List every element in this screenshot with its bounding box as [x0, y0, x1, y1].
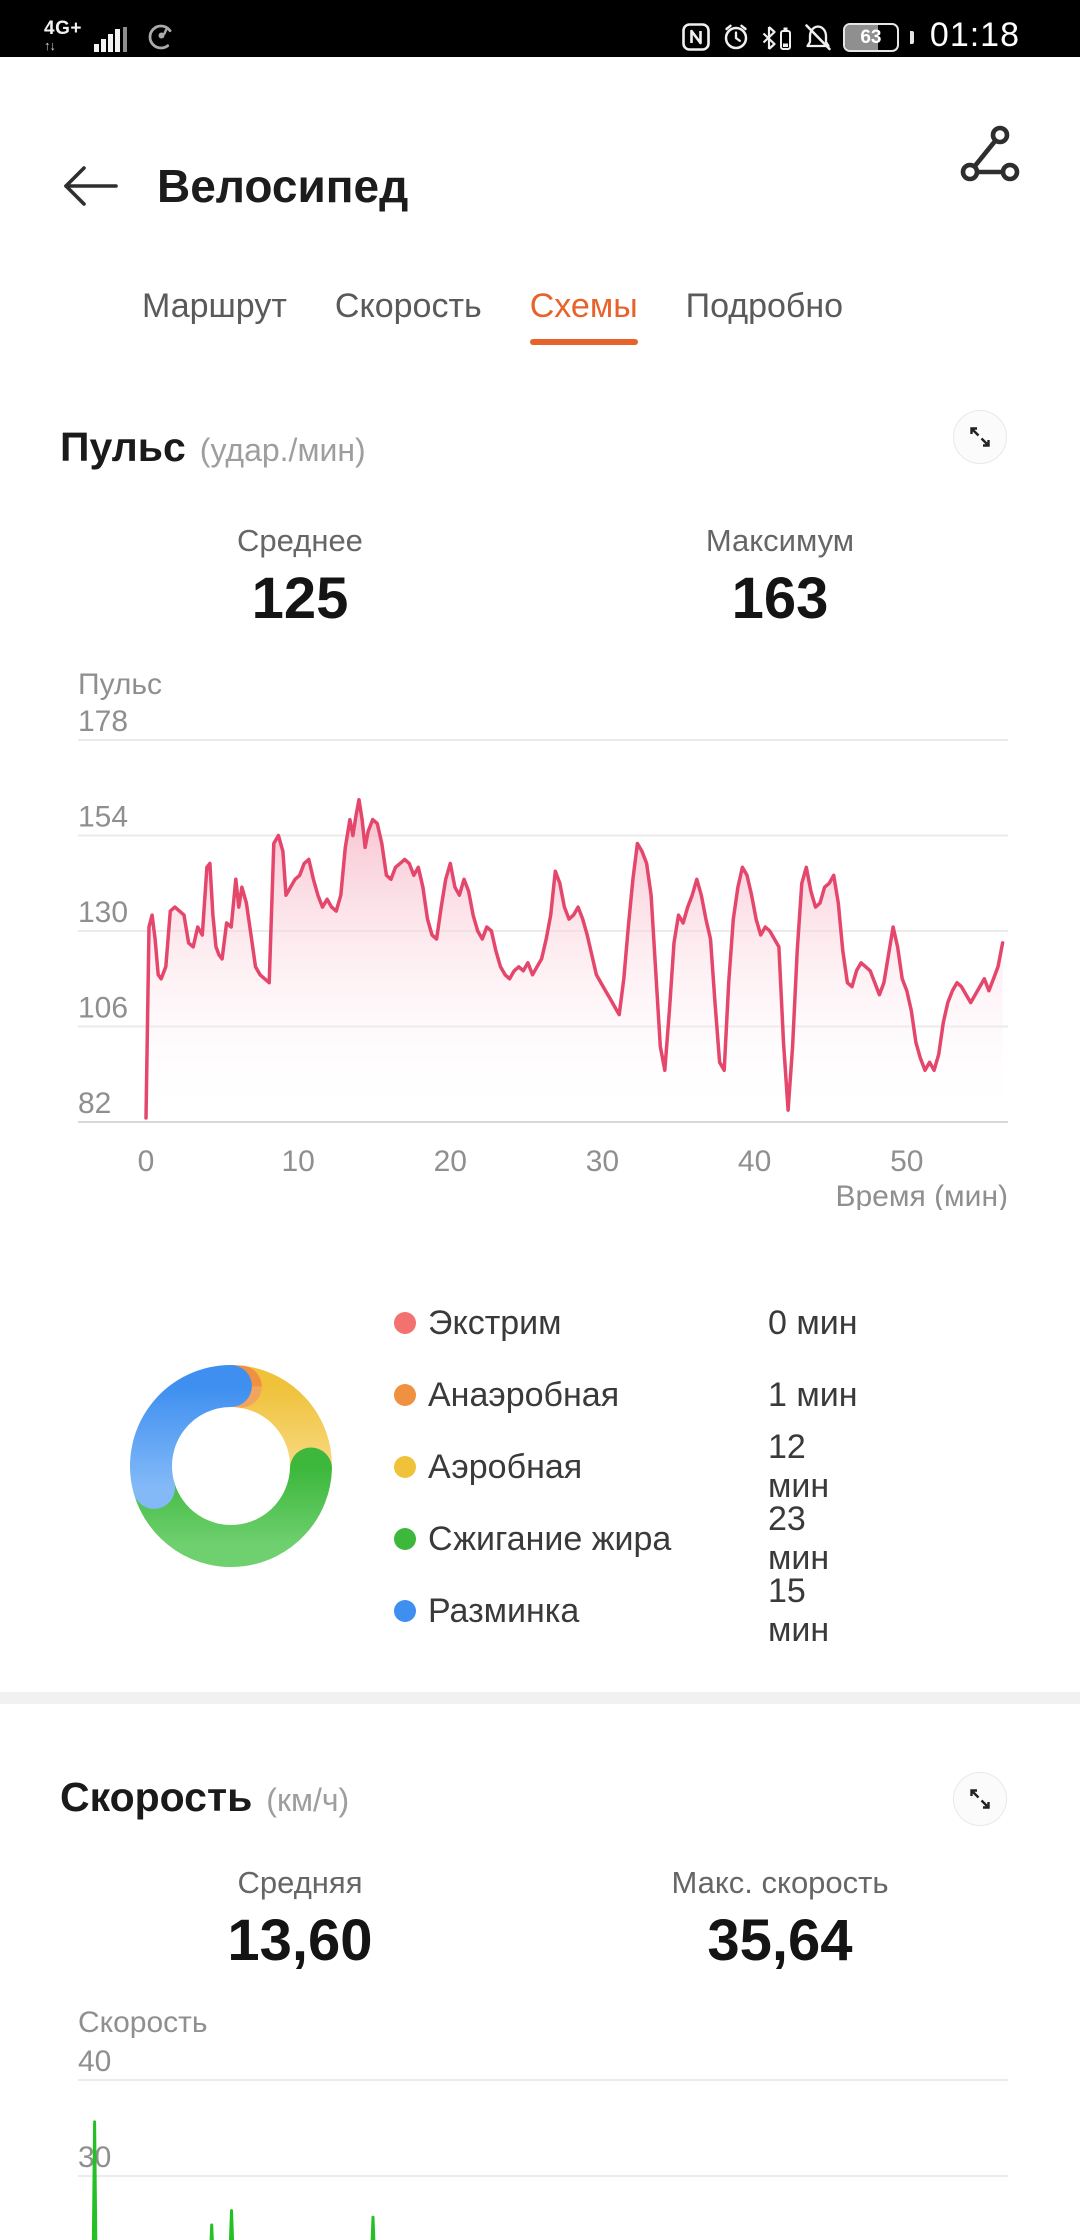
zone-anaerobic-dot-icon [394, 1384, 416, 1406]
pulse-stats-row: Среднее 125 Максимум 163 [60, 522, 1020, 632]
tab-charts-label: Схемы [529, 287, 638, 325]
zone-extreme-value: 0 мин [768, 1303, 858, 1342]
zone-aerobic-value: 12 мин [768, 1428, 830, 1505]
zone-aerobic-dot-icon [394, 1456, 416, 1478]
battery-fill-level [844, 25, 878, 50]
svg-text:154: 154 [78, 801, 128, 834]
share-route-button[interactable] [956, 122, 1024, 190]
back-button[interactable] [60, 160, 120, 212]
zone-fat-burn-value: 23 мин [768, 1500, 830, 1577]
sound-muted-icon [805, 24, 831, 51]
pulse-section-unit: (удар./мин) [199, 432, 366, 468]
tab-speed[interactable]: Скорость [335, 286, 482, 345]
nfc-icon [682, 23, 710, 51]
tab-details[interactable]: Подробно [686, 286, 843, 345]
status-right-cluster: 63 01:18 [681, 18, 1020, 52]
network-type-label: 4G+ [44, 18, 82, 39]
zone-row-fat-burn: Сжигание жира 23 мин [394, 1500, 874, 1577]
zone-row-aerobic: Аэробная 12 мин [394, 1428, 874, 1505]
signal-bars-icon [93, 27, 127, 52]
bluetooth-device-battery-icon [762, 26, 791, 50]
zone-row-warmup: Разминка 15 мин [394, 1572, 874, 1649]
speed-expand-button[interactable] [953, 1772, 1007, 1826]
svg-text:10: 10 [281, 1145, 314, 1178]
svg-text:82: 82 [78, 1087, 111, 1120]
svg-text:20: 20 [434, 1145, 467, 1178]
pulse-average-value: 125 [251, 566, 349, 631]
expand-diagonal-icon [970, 427, 990, 447]
pulse-max-stat: Максимум 163 [540, 522, 1020, 632]
zone-warmup-label: Разминка [428, 1591, 580, 1630]
pulse-section-title: Пульс [60, 424, 186, 470]
network-activity-arrows-icon: ↑↓ [44, 38, 56, 53]
zone-extreme-dot-icon [394, 1312, 416, 1334]
zone-warmup-value: 15 мин [768, 1572, 830, 1649]
speed-average-value: 13,60 [227, 1908, 373, 1973]
speed-max-label: Макс. скорость [671, 1865, 889, 1900]
svg-text:40: 40 [78, 2045, 111, 2078]
section-divider [0, 1692, 1080, 1704]
tab-active-underline [529, 339, 638, 345]
speed-max-value: 35,64 [707, 1908, 853, 1973]
pulse-average-label: Среднее [237, 523, 363, 558]
zone-fat-burn-label: Сжигание жира [428, 1519, 672, 1558]
tab-route-label: Маршрут [142, 287, 287, 325]
clock-label: 01:18 [929, 16, 1020, 54]
pulse-average-stat: Среднее 125 [60, 522, 540, 632]
heart-rate-zones-donut [130, 1365, 332, 1567]
speed-section-title: Скорость [60, 1774, 253, 1820]
svg-text:Время (мин): Время (мин) [835, 1180, 1008, 1210]
svg-text:178: 178 [78, 705, 128, 738]
svg-text:Скорость: Скорость [78, 2006, 208, 2039]
status-bar: 4G+ ↑↓ [0, 0, 1080, 57]
speed-section-unit: (км/ч) [266, 1782, 350, 1818]
expand-diagonal-icon [970, 1789, 990, 1809]
zone-anaerobic-label: Анаэробная [428, 1375, 620, 1414]
speed-section-header: Скорость (км/ч) [60, 1774, 349, 1821]
svg-text:130: 130 [78, 896, 128, 929]
speed-max-stat: Макс. скорость 35,64 [540, 1864, 1020, 1974]
pulse-max-value: 163 [731, 566, 829, 631]
network-indicator: 4G+ ↑↓ [44, 19, 82, 52]
heart-rate-zones-legend: Экстрим 0 мин Анаэробная 1 мин Аэробная … [394, 1287, 874, 1649]
speed-stats-row: Средняя 13,60 Макс. скорость 35,64 [60, 1864, 1020, 1974]
zone-warmup-dot-icon [394, 1600, 416, 1622]
page-title: Велосипед [157, 160, 409, 212]
battery-nub [909, 31, 914, 44]
tab-route[interactable]: Маршрут [142, 286, 287, 345]
svg-text:40: 40 [738, 1145, 771, 1178]
speed-average-label: Средняя [237, 1865, 363, 1900]
pulse-section-header: Пульс (удар./мин) [60, 424, 366, 471]
tab-charts[interactable]: Схемы [529, 286, 638, 345]
zone-fat-burn-dot-icon [394, 1528, 416, 1550]
svg-text:30: 30 [586, 1145, 619, 1178]
svg-text:50: 50 [890, 1145, 923, 1178]
pulse-expand-button[interactable] [953, 410, 1007, 464]
alarm-clock-icon [724, 24, 748, 50]
pulse-max-label: Максимум [705, 523, 855, 558]
screen-time-ring-icon [148, 24, 174, 50]
tab-bar: Маршрут Скорость Схемы Подробно [142, 286, 843, 345]
svg-text:106: 106 [78, 992, 128, 1025]
svg-text:Пульс: Пульс [78, 668, 162, 701]
tab-speed-label: Скорость [334, 287, 482, 325]
battery-percent-label: 63 [860, 26, 882, 48]
zone-row-extreme: Экстрим 0 мин [394, 1287, 874, 1359]
svg-text:0: 0 [138, 1145, 155, 1178]
zone-row-anaerobic: Анаэробная 1 мин [394, 1359, 874, 1431]
zone-extreme-label: Экстрим [428, 1303, 562, 1342]
zone-aerobic-label: Аэробная [428, 1447, 583, 1486]
status-left-cluster: 4G+ ↑↓ [44, 19, 176, 52]
tab-details-label: Подробно [685, 287, 844, 325]
speed-average-stat: Средняя 13,60 [60, 1864, 540, 1974]
zone-anaerobic-value: 1 мин [768, 1375, 858, 1414]
battery-indicator: 63 [842, 23, 899, 52]
